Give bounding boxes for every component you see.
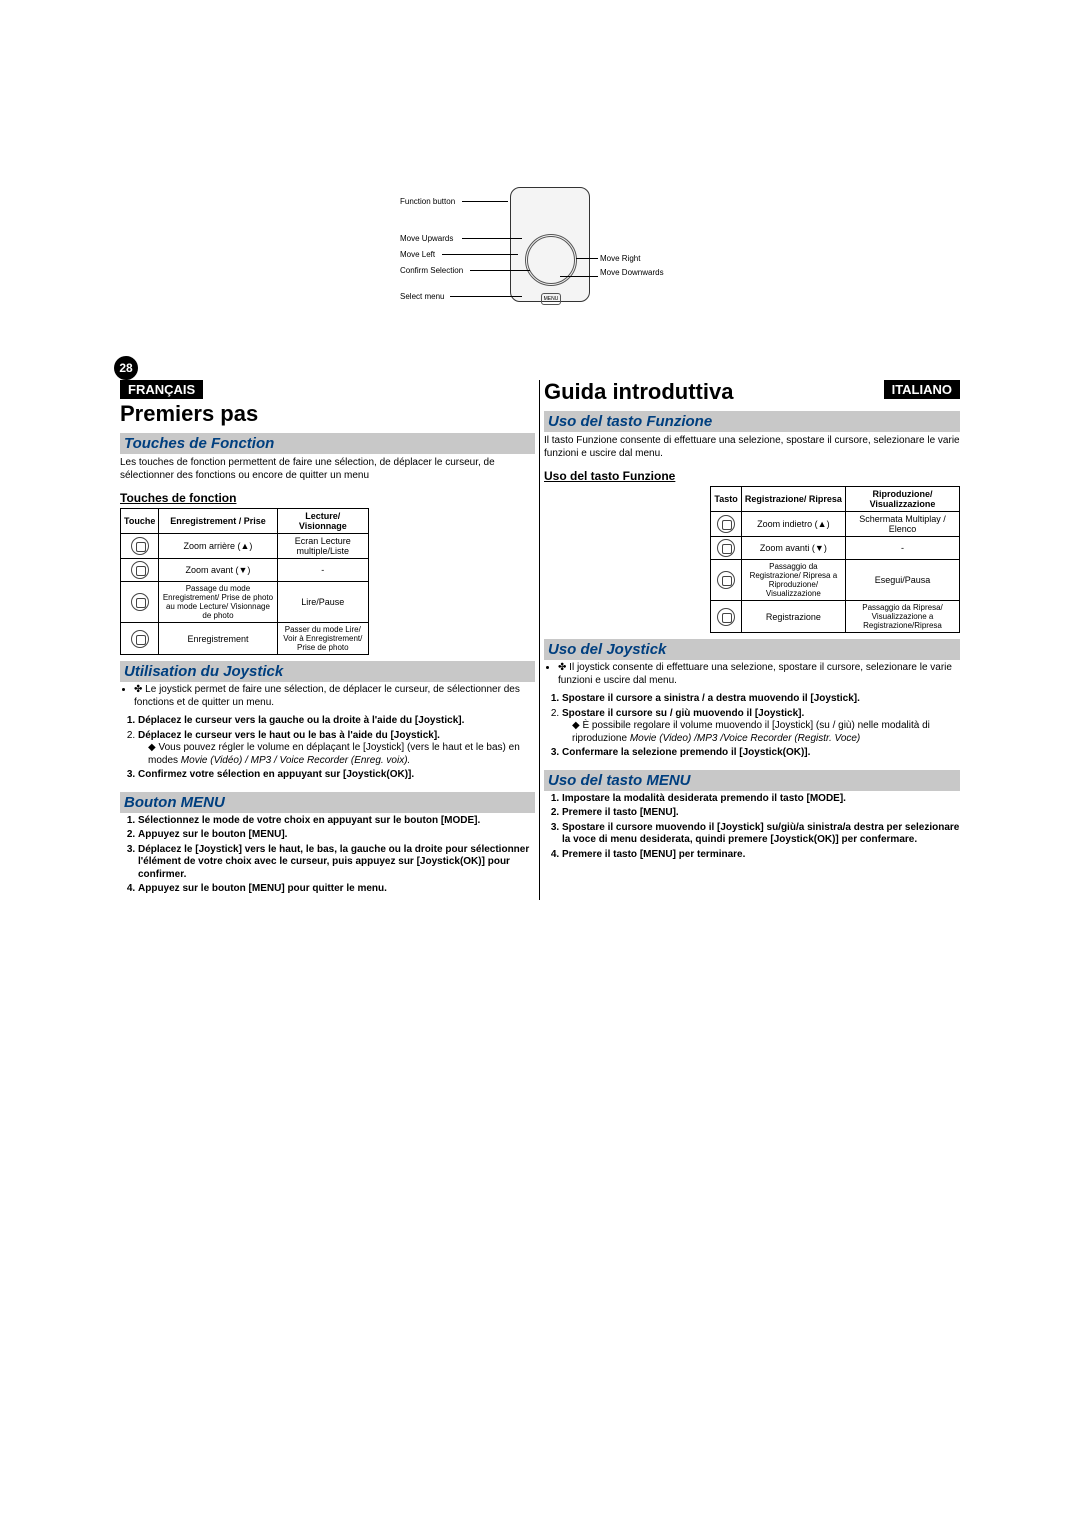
r2c3-fr: - [277,559,368,582]
joystick-diagram: MENU Function button Move Upwards Move L… [400,182,680,342]
th-tasto: Tasto [711,487,741,512]
lang-tag-it: ITALIANO [884,380,960,399]
sec2-n3-it: Confermare la selezione premendo il [Joy… [562,747,960,760]
sec2-n2-fr: Déplacez le curseur vers le haut ou le b… [138,730,440,741]
sec1-text-it: Il tasto Funzione consente di effettuare… [544,432,960,463]
sec2-steps-fr: Déplacez le curseur vers la gauche ou la… [120,713,535,786]
sec2-list-fr: ✤ Le joystick permet de faire une sélect… [120,682,535,713]
r1c3-it: Schermata Multiplay / Elenco [846,512,960,537]
r2c2-it: Zoom avanti (▼) [741,537,845,560]
sec3-n3-it: Spostare il cursore muovendo il [Joystic… [562,822,960,847]
sec3-n1-fr: Sélectionnez le mode de votre choix en a… [138,815,535,828]
sec2-n2-it: Spostare il cursore su / giù muovendo il… [562,708,804,719]
dial-ring [525,234,577,286]
sec2-bullet-it: Il joystick consente di effettuare una s… [558,662,952,686]
lbl-move-down: Move Downwards [600,268,660,277]
line-2 [462,238,522,239]
joy-ok-icon [121,582,159,623]
sec1-text-fr: Les touches de fonction permettent de fa… [120,454,535,485]
joy-down-icon [121,559,159,582]
sec1-head-it: Uso del tasto Funzione [544,411,960,432]
line-5 [450,296,522,297]
r4c3-it: Passaggio da Ripresa/ Visualizzazione a … [846,601,960,633]
sec2-n1-fr: Déplacez le curseur vers la gauche ou la… [138,715,535,728]
joy-up-icon-it [711,512,741,537]
sec3-steps-it: Impostare la modalità desiderata premend… [544,791,960,866]
joy-down-icon-it [711,537,741,560]
sec2-steps-it: Spostare il cursore a sinistra / a destr… [544,691,960,764]
sec2-n3-fr: Confirmez votre sélection en appuyant su… [138,769,535,782]
sec2-n2-ital-it: Movie (Video) /MP3 /Voice Recorder (Regi… [630,733,860,744]
sec3-n2-fr: Appuyez sur le bouton [MENU]. [138,829,535,842]
sec1-head-fr: Touches de Fonction [120,433,535,454]
line-1 [462,201,508,202]
lbl-move-right: Move Right [600,254,640,263]
r4c2-fr: Enregistrement [159,623,277,655]
th-touche: Touche [121,509,159,534]
joy-rec-icon [121,623,159,655]
title-fr: Premiers pas [120,401,535,427]
lbl-move-left: Move Left [400,250,435,259]
right-column: ITALIANO Guida introduttiva Uso del tast… [540,380,960,900]
sec3-head-fr: Bouton MENU [120,792,535,813]
lbl-select-menu: Select menu [400,292,444,301]
r3c2-it: Passaggio da Registrazione/ Ripresa a Ri… [741,560,845,601]
r2c3-it: - [846,537,960,560]
joy-ok-icon-it [711,560,741,601]
r3c3-fr: Lire/Pause [277,582,368,623]
joy-rec-icon-it [711,601,741,633]
th-enreg: Enregistrement / Prise [159,509,277,534]
line-3 [442,254,518,255]
th-riprod: Riproduzione/ Visualizzazione [846,487,960,512]
sec2-n2-ital-fr: Movie (Vidéo) / MP3 / Voice Recorder (En… [181,755,411,766]
line-7 [560,276,598,277]
sec3-n4-fr: Appuyez sur le bouton [MENU] pour quitte… [138,883,535,896]
r2c2-fr: Zoom avant (▼) [159,559,277,582]
menu-btn-icon: MENU [541,293,561,305]
th-reg: Registrazione/ Ripresa [741,487,845,512]
r1c2-fr: Zoom arrière (▲) [159,534,277,559]
r3c2-fr: Passage du mode Enregistrement/ Prise de… [159,582,277,623]
sec3-n4-it: Premere il tasto [MENU] per terminare. [562,849,960,862]
r3c3-it: Esegui/Pausa [846,560,960,601]
left-column: FRANÇAIS Premiers pas Touches de Fonctio… [120,380,540,900]
sec2-bullet-fr: Le joystick permet de faire une sélectio… [134,684,520,708]
sec2-head-it: Uso del Joystick [544,639,960,660]
r4c3-fr: Passer du mode Lire/ Voir à Enregistreme… [277,623,368,655]
line-4 [470,270,530,271]
lbl-confirm: Confirm Selection [400,266,463,275]
tbl-head-it: Uso del tasto Funzione [544,469,960,483]
sec2-list-it: ✤ Il joystick consente di effettuare una… [544,660,960,691]
sec3-steps-fr: Sélectionnez le mode de votre choix en a… [120,813,535,900]
page-number: 28 [114,356,138,380]
sec3-n3-fr: Déplacez le [Joystick] vers le haut, le … [138,844,535,882]
sec2-head-fr: Utilisation du Joystick [120,661,535,682]
sec2-n1-it: Spostare il cursore a sinistra / a destr… [562,693,960,706]
sec3-n1-it: Impostare la modalità desiderata premend… [562,793,960,806]
th-lecture: Lecture/ Visionnage [277,509,368,534]
sec3-n2-it: Premere il tasto [MENU]. [562,807,960,820]
line-6 [576,258,598,259]
r1c3-fr: Ecran Lecture multiple/Liste [277,534,368,559]
joy-up-icon [121,534,159,559]
func-table-fr: Touche Enregistrement / Prise Lecture/ V… [120,508,369,655]
lbl-func-btn: Function button [400,197,455,206]
tbl-head-fr: Touches de fonction [120,491,535,505]
r4c2-it: Registrazione [741,601,845,633]
r1c2-it: Zoom indietro (▲) [741,512,845,537]
dial-body: MENU [510,187,590,302]
sec3-head-it: Uso del tasto MENU [544,770,960,791]
lang-tag-fr: FRANÇAIS [120,380,203,399]
func-table-it: Tasto Registrazione/ Ripresa Riproduzion… [710,486,960,633]
lbl-move-up: Move Upwards [400,234,453,243]
